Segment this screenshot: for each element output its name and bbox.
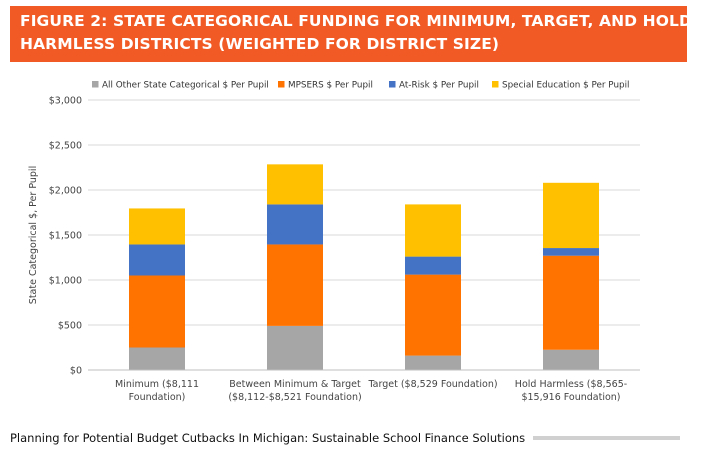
y-tick-label: $500	[58, 321, 82, 332]
y-tick-label: $3,000	[49, 96, 82, 107]
footer-rule	[533, 436, 680, 440]
legend-label: At-Risk $ Per Pupil	[399, 81, 479, 91]
legend-swatch	[92, 81, 99, 88]
bar-segment	[543, 248, 599, 256]
bar-segment	[543, 255, 599, 350]
y-tick-label: $1,000	[49, 276, 82, 287]
legend-label: MPSERS $ Per Pupil	[288, 81, 373, 91]
figure-title-banner: FIGURE 2: STATE CATEGORICAL FUNDING FOR …	[10, 6, 692, 62]
bar-segment	[405, 274, 461, 356]
bar-segment	[267, 325, 323, 370]
y-tick-label: $1,500	[49, 231, 82, 242]
legend-swatch	[492, 81, 499, 88]
legend-label: All Other State Categorical $ Per Pupil	[102, 81, 269, 91]
page-footer: Planning for Potential Budget Cutbacks I…	[10, 428, 680, 448]
y-tick-label: $0	[70, 366, 82, 377]
bar-segment	[405, 256, 461, 275]
legend-swatch	[278, 81, 285, 88]
legend-label: Special Education $ Per Pupil	[502, 81, 630, 91]
x-tick-label: Minimum ($8,111	[115, 379, 199, 390]
bar-segment	[267, 164, 323, 205]
bar-segment	[129, 275, 185, 348]
x-tick-label: Hold Harmless ($8,565-	[515, 379, 627, 390]
bar-segment	[405, 355, 461, 370]
x-tick-label: $15,916 Foundation)	[521, 392, 620, 403]
bar-segment	[129, 208, 185, 245]
stacked-bar-chart: $0 $500 $1,000 $1,500 $2,000 $2,500 $3,000 Stat…	[28, 81, 640, 403]
bar-segment	[129, 244, 185, 276]
x-tick-label: Foundation)	[129, 392, 186, 403]
bar-segment	[405, 204, 461, 257]
bar-segment	[543, 349, 599, 370]
legend-swatch	[389, 81, 396, 88]
bar-segment	[129, 347, 185, 370]
x-tick-label: Target ($8,529 Foundation)	[367, 379, 497, 390]
y-axis-title: State Categorical $, Per Pupil	[28, 166, 39, 304]
figure-title-line-1: FIGURE 2: STATE CATEGORICAL FUNDING FOR …	[20, 12, 692, 30]
bar-segment	[267, 204, 323, 245]
bar-segment	[267, 244, 323, 326]
figure-title-line-2: HARMLESS DISTRICTS (WEIGHTED FOR DISTRIC…	[20, 35, 500, 53]
y-tick-label: $2,500	[49, 141, 82, 152]
footer-text: Planning for Potential Budget Cutbacks I…	[10, 431, 526, 445]
bar-segment	[543, 182, 599, 249]
x-tick-label: ($8,112-$8,521 Foundation)	[228, 392, 361, 403]
x-tick-label: Between Minimum & Target	[229, 379, 361, 390]
y-tick-label: $2,000	[49, 186, 82, 197]
